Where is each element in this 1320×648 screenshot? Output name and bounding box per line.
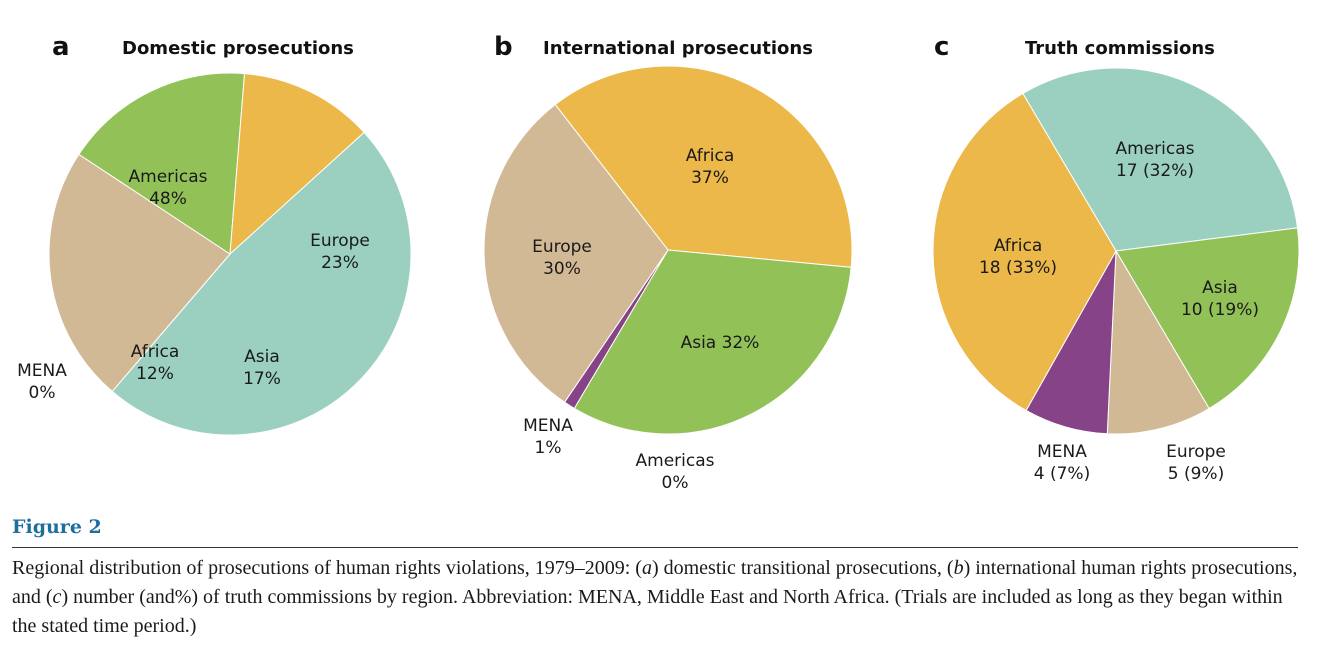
- pie-slice-americas: [111, 131, 412, 436]
- figure-caption: Regional distribution of prosecutions of…: [12, 554, 1302, 641]
- slice-label-line: Asia: [1202, 278, 1238, 298]
- slice-label-line: Asia: [244, 347, 280, 367]
- caption-part: ) domestic transitional prosecutions, (: [651, 557, 954, 579]
- slice-label-line: 30%: [543, 259, 581, 279]
- caption-part-italic: a: [641, 557, 652, 579]
- slice-label-asia: Asia 17%: [243, 347, 281, 389]
- slice-label-line: 23%: [321, 253, 359, 273]
- slice-label-line: 5 (9%): [1168, 464, 1224, 484]
- slice-label-line: MENA: [1037, 442, 1087, 462]
- figure-label: Figure 2: [12, 516, 102, 538]
- pie-slice-europe: [1106, 249, 1210, 435]
- slice-label-americas: Americas 0%: [636, 451, 715, 493]
- caption-part-italic: c: [52, 586, 62, 608]
- slice-label-line: 4 (7%): [1034, 464, 1090, 484]
- chart-title-c: Truth commissions: [1025, 38, 1215, 59]
- slice-label-line: 17 (32%): [1116, 161, 1194, 181]
- slice-label-americas: Americas 17 (32%): [1116, 139, 1195, 181]
- slice-label-line: Europe: [532, 237, 592, 257]
- slice-label-africa: Africa 18 (33%): [979, 236, 1057, 278]
- pie-slice-africa: [229, 73, 365, 256]
- pie-slice-asia: [78, 72, 246, 255]
- slice-label-mena: MENA 4 (7%): [1034, 442, 1090, 484]
- slice-label-line: 0%: [662, 473, 689, 493]
- pie-chart-c: c Truth commissions Americas 17 (32%) Asia 10…: [932, 32, 1300, 484]
- slice-label-europe: Europe 23%: [310, 231, 370, 273]
- pie-slice-asia: [573, 249, 852, 435]
- slice-label-line: Europe: [1166, 442, 1226, 462]
- chart-title-a: Domestic prosecutions: [122, 38, 354, 59]
- caption-divider: [12, 547, 1298, 548]
- pie-slice-europe: [48, 153, 231, 393]
- slice-label-line: Americas: [636, 451, 715, 471]
- pie-slice-americas: [1022, 67, 1299, 252]
- pie-chart-b: b International prosecutions Africa 37% Amer…: [483, 32, 853, 493]
- slice-label-line: MENA: [17, 361, 67, 381]
- slice-label-line: Americas: [129, 167, 208, 187]
- caption-part: Regional distribution of prosecutions of…: [12, 557, 642, 579]
- pie-slice-africa: [932, 92, 1117, 412]
- pie-slice-africa: [554, 65, 853, 268]
- pie-slice-europe: [483, 103, 669, 403]
- slice-label-africa: Africa 37%: [686, 146, 735, 188]
- slice-label-line: 1%: [535, 438, 562, 458]
- panel-letter-c: c: [934, 32, 949, 62]
- caption-part: ) number (and%) of truth commissions by …: [12, 586, 1283, 637]
- slice-label-asia: Asia 10 (19%): [1181, 278, 1259, 320]
- slice-label-europe: Europe 5 (9%): [1166, 442, 1226, 484]
- slice-label-line: 0%: [29, 383, 56, 403]
- slice-label-line: Africa: [994, 236, 1043, 256]
- slice-label-line: Europe: [310, 231, 370, 251]
- chart-title-b: International prosecutions: [543, 38, 813, 59]
- slice-label-line: MENA: [523, 416, 573, 436]
- pie-chart-a: a Domestic prosecutions Americas 48% Europe 2…: [17, 32, 412, 436]
- slice-label-line: 17%: [243, 369, 281, 389]
- slice-label-line: 12%: [136, 364, 174, 384]
- panel-letter-a: a: [52, 32, 70, 62]
- slice-label-line: 37%: [691, 168, 729, 188]
- slice-label-line: 10 (19%): [1181, 300, 1259, 320]
- slice-label-line: Africa: [686, 146, 735, 166]
- slice-label-line: Africa: [131, 342, 180, 362]
- slice-label-line: Asia 32%: [681, 333, 760, 353]
- slice-label-mena: MENA 0%: [17, 361, 67, 403]
- pie-slice-asia: [1115, 227, 1300, 410]
- slice-label-line: 48%: [149, 189, 187, 209]
- slice-label-africa: Africa 12%: [131, 342, 180, 384]
- panel-letter-b: b: [494, 32, 513, 62]
- slice-label-americas: Americas 48%: [129, 167, 208, 209]
- caption-part-italic: b: [953, 557, 964, 579]
- slice-label-asia: Asia 32%: [681, 333, 760, 353]
- slice-label-line: Americas: [1116, 139, 1195, 159]
- slice-label-europe: Europe 30%: [532, 237, 592, 279]
- caption-part: ) international human rights prosecution…: [12, 557, 1298, 608]
- slice-label-mena: MENA 1%: [523, 416, 573, 458]
- slice-label-line: 18 (33%): [979, 258, 1057, 278]
